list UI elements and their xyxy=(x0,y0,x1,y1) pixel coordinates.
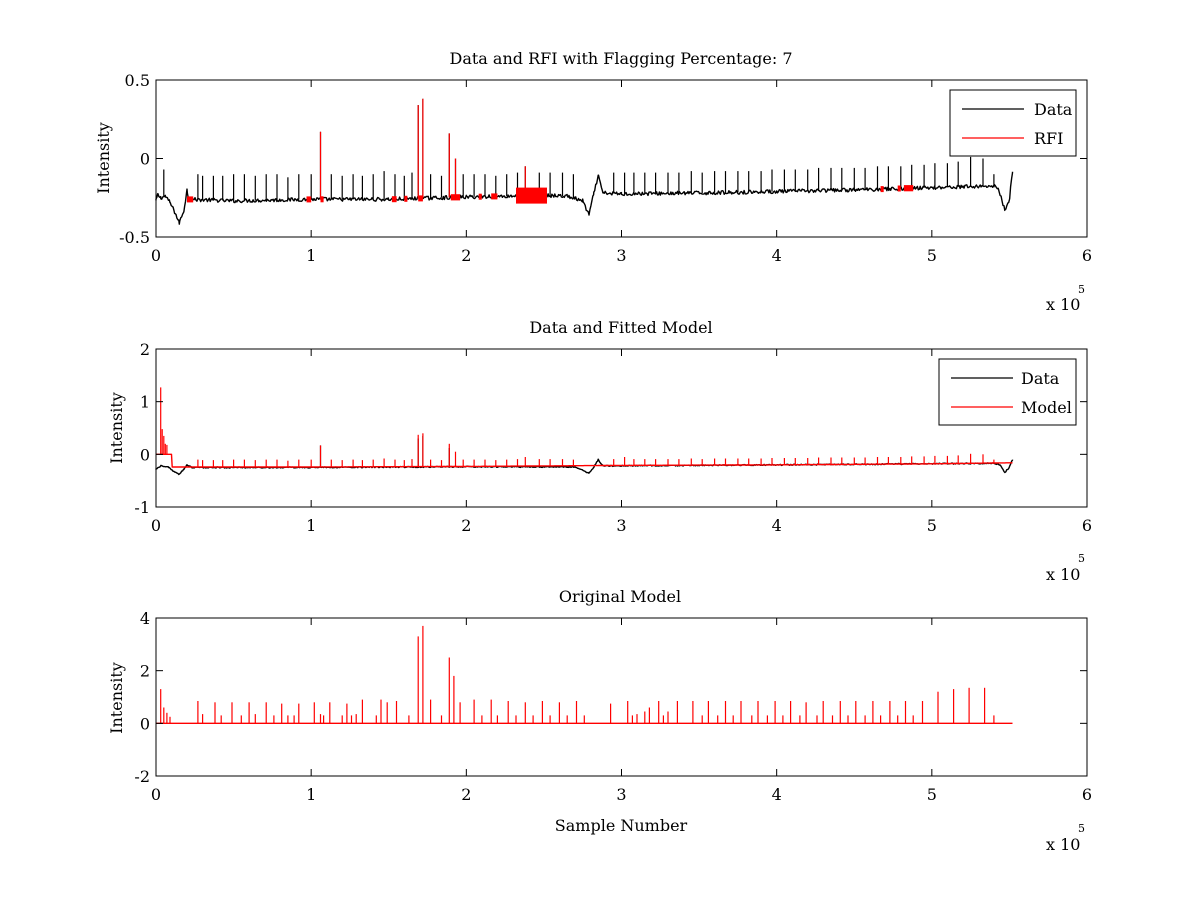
x-axis-label: Sample Number xyxy=(555,816,688,835)
x-tick-label: 6 xyxy=(1082,516,1092,535)
x-tick-label: 2 xyxy=(461,785,471,804)
x-tick-label: 0 xyxy=(151,246,161,265)
y-tick-label: 0 xyxy=(140,714,150,733)
legend: Data Model xyxy=(938,358,1077,426)
y-axis-label: Intensity xyxy=(107,662,126,734)
y-tick-label: 2 xyxy=(140,662,150,681)
x-tick-label: 5 xyxy=(927,785,937,804)
y-tick-label: 2 xyxy=(140,340,150,359)
x-tick-label: 0 xyxy=(151,516,161,535)
x-multiplier-exponent: 5 xyxy=(1078,822,1085,835)
panel-data-rfi: Data and RFI with Flagging Percentage: 7… xyxy=(94,49,1092,314)
y-tick-label: 4 xyxy=(140,609,150,628)
series-original-model xyxy=(156,625,1013,724)
rfi-flag-segment xyxy=(404,195,408,202)
y-tick-label: -1 xyxy=(134,498,150,517)
rfi-flag-segment xyxy=(187,196,194,203)
legend-label: Data xyxy=(1034,100,1073,119)
x-multiplier-base: x 10 xyxy=(1046,295,1080,314)
x-tick-label: 3 xyxy=(616,516,626,535)
panel-title: Data and RFI with Flagging Percentage: 7 xyxy=(449,49,792,68)
rfi-flag-segment xyxy=(320,196,324,203)
x-multiplier-base: x 10 xyxy=(1046,565,1080,584)
series-line xyxy=(155,171,1014,225)
rfi-flag-segment xyxy=(478,193,482,200)
series-model xyxy=(156,387,1013,468)
x-multiplier-exponent: 5 xyxy=(1078,283,1085,296)
panel-title: Data and Fitted Model xyxy=(529,318,712,337)
x-tick-label: 2 xyxy=(461,246,471,265)
x-multiplier-base: x 10 xyxy=(1046,835,1080,854)
rfi-flag-segment xyxy=(880,186,884,193)
y-axis-label: Intensity xyxy=(94,122,113,194)
legend-box xyxy=(938,358,1077,426)
x-tick-label: 6 xyxy=(1082,785,1092,804)
x-tick-label: 3 xyxy=(616,785,626,804)
x-multiplier-exponent: 5 xyxy=(1078,552,1085,565)
rfi-flag-segment xyxy=(897,185,901,192)
y-tick-label: -0.5 xyxy=(119,228,150,247)
x-tick-label: 1 xyxy=(306,516,316,535)
x-tick-label: 6 xyxy=(1082,246,1092,265)
y-axis-label: Intensity xyxy=(107,392,126,464)
rfi-flag-segment xyxy=(418,195,423,202)
y-tick-label: 0 xyxy=(140,150,150,169)
x-tick-label: 3 xyxy=(616,246,626,265)
x-tick-label: 4 xyxy=(772,516,782,535)
panel-data-model: Data and Fitted Model Intensity 0 1 2 3 4 5 6 -… xyxy=(107,318,1092,584)
legend-label: Model xyxy=(1021,398,1072,417)
y-tick-label: 1 xyxy=(140,393,150,412)
rfi-flag-segment xyxy=(306,196,312,203)
x-tick-label: 1 xyxy=(306,785,316,804)
rfi-flag-segment xyxy=(391,196,397,203)
legend-label: RFI xyxy=(1034,129,1063,148)
x-tick-label: 0 xyxy=(151,785,161,804)
x-tick-label: 5 xyxy=(927,516,937,535)
x-tick-label: 5 xyxy=(927,246,937,265)
series-rfi xyxy=(187,98,914,204)
y-tick-label: 0.5 xyxy=(125,71,150,90)
legend: Data RFI xyxy=(949,89,1077,157)
rfi-flag-segment xyxy=(491,193,498,200)
x-tick-label: 1 xyxy=(306,246,316,265)
rfi-flag-segment xyxy=(903,185,914,192)
y-tick-label: -2 xyxy=(134,767,150,786)
legend-label: Data xyxy=(1021,369,1060,388)
plot-area: 0 1 2 3 4 5 6-0.500.5 xyxy=(119,71,1092,265)
panel-title: Original Model xyxy=(559,587,681,606)
y-tick-label: 0 xyxy=(140,445,150,464)
rfi-flag-segment xyxy=(516,187,547,204)
legend-box xyxy=(949,89,1077,157)
x-tick-label: 4 xyxy=(772,785,782,804)
x-tick-label: 4 xyxy=(772,246,782,265)
x-tick-label: 2 xyxy=(461,516,471,535)
